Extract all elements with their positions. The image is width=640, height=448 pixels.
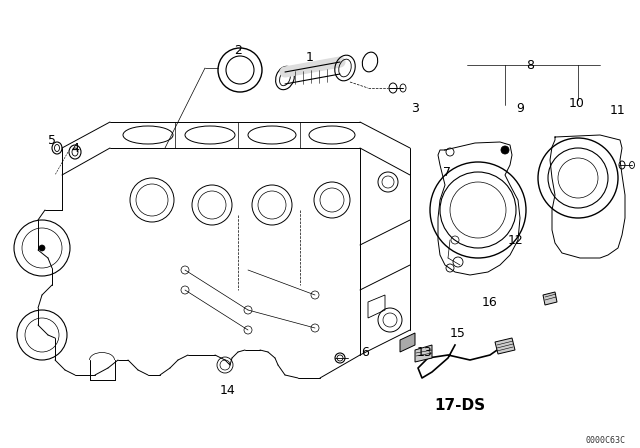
Text: 7: 7 — [443, 165, 451, 178]
Circle shape — [501, 146, 509, 154]
Text: 4: 4 — [71, 142, 79, 155]
Circle shape — [39, 245, 45, 251]
Text: 9: 9 — [516, 102, 524, 115]
Text: 10: 10 — [569, 96, 585, 109]
Polygon shape — [400, 333, 415, 352]
Text: 2: 2 — [234, 43, 242, 56]
Text: 16: 16 — [482, 296, 498, 309]
Text: 3: 3 — [411, 102, 419, 115]
Text: 11: 11 — [610, 103, 626, 116]
Polygon shape — [543, 292, 557, 305]
Text: 17-DS: 17-DS — [435, 397, 486, 413]
Text: 12: 12 — [508, 233, 524, 246]
Text: 14: 14 — [220, 383, 236, 396]
Text: 1: 1 — [306, 51, 314, 64]
Text: 6: 6 — [361, 345, 369, 358]
Text: 13: 13 — [417, 345, 433, 358]
Text: 0000C63C: 0000C63C — [585, 435, 625, 444]
Text: 8: 8 — [526, 59, 534, 72]
Polygon shape — [415, 345, 432, 362]
Text: 5: 5 — [48, 134, 56, 146]
Polygon shape — [495, 338, 515, 354]
Text: 15: 15 — [450, 327, 466, 340]
